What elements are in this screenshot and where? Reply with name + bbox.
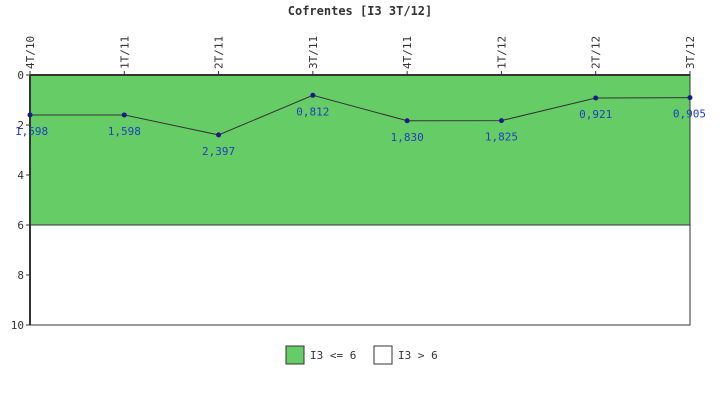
y-tick-label: 8 [17, 269, 24, 282]
data-point [27, 112, 33, 118]
x-tick-label: 4T/10 [24, 36, 37, 69]
chart-title: Cofrentes [I3 3T/12] [288, 4, 433, 18]
x-tick-label: 4T/11 [401, 36, 414, 69]
x-tick-label: 2T/12 [590, 36, 603, 69]
legend-swatch [373, 345, 393, 365]
legend-label: I3 > 6 [398, 349, 438, 362]
x-tick-label: 1T/11 [118, 36, 131, 69]
band-1 [29, 74, 691, 226]
data-label: 2,397 [202, 145, 235, 158]
data-label: 1,598 [108, 125, 141, 138]
x-tick-label: 3T/11 [307, 36, 320, 69]
legend-swatch [285, 345, 305, 365]
data-point [498, 118, 504, 124]
data-point [687, 95, 693, 101]
data-point [593, 95, 599, 101]
y-tick-label: 10 [11, 319, 24, 332]
x-tick-label: 3T/12 [684, 36, 697, 69]
y-tick-label: 2 [17, 119, 24, 132]
data-label: 1,825 [485, 131, 518, 144]
series-line [30, 94, 691, 136]
plot-area: 0 2 4 6 8 10 4T/10 1T/11 2T/11 3T/11 4T/11 1T/12 2T/… [11, 36, 706, 332]
data-label: 1,598 [15, 125, 48, 138]
data-label: 0,905 [673, 108, 706, 121]
data-point [404, 118, 410, 124]
legend-label: I3 <= 6 [310, 349, 356, 362]
data-point [310, 92, 316, 98]
x-tick-label: 1T/12 [495, 36, 508, 69]
data-point [216, 132, 222, 138]
legend: I3 <= 6 I3 > 6 [285, 345, 438, 365]
data-label: 0,921 [579, 108, 612, 121]
y-tick-label: 0 [17, 69, 24, 82]
data-label: 1,830 [391, 131, 424, 144]
x-tick-label: 2T/11 [213, 36, 226, 69]
y-tick-label: 4 [17, 169, 24, 182]
data-label: 0,812 [296, 105, 329, 118]
data-point [121, 112, 127, 118]
y-tick-label: 6 [17, 219, 24, 232]
band-2 [29, 224, 691, 326]
